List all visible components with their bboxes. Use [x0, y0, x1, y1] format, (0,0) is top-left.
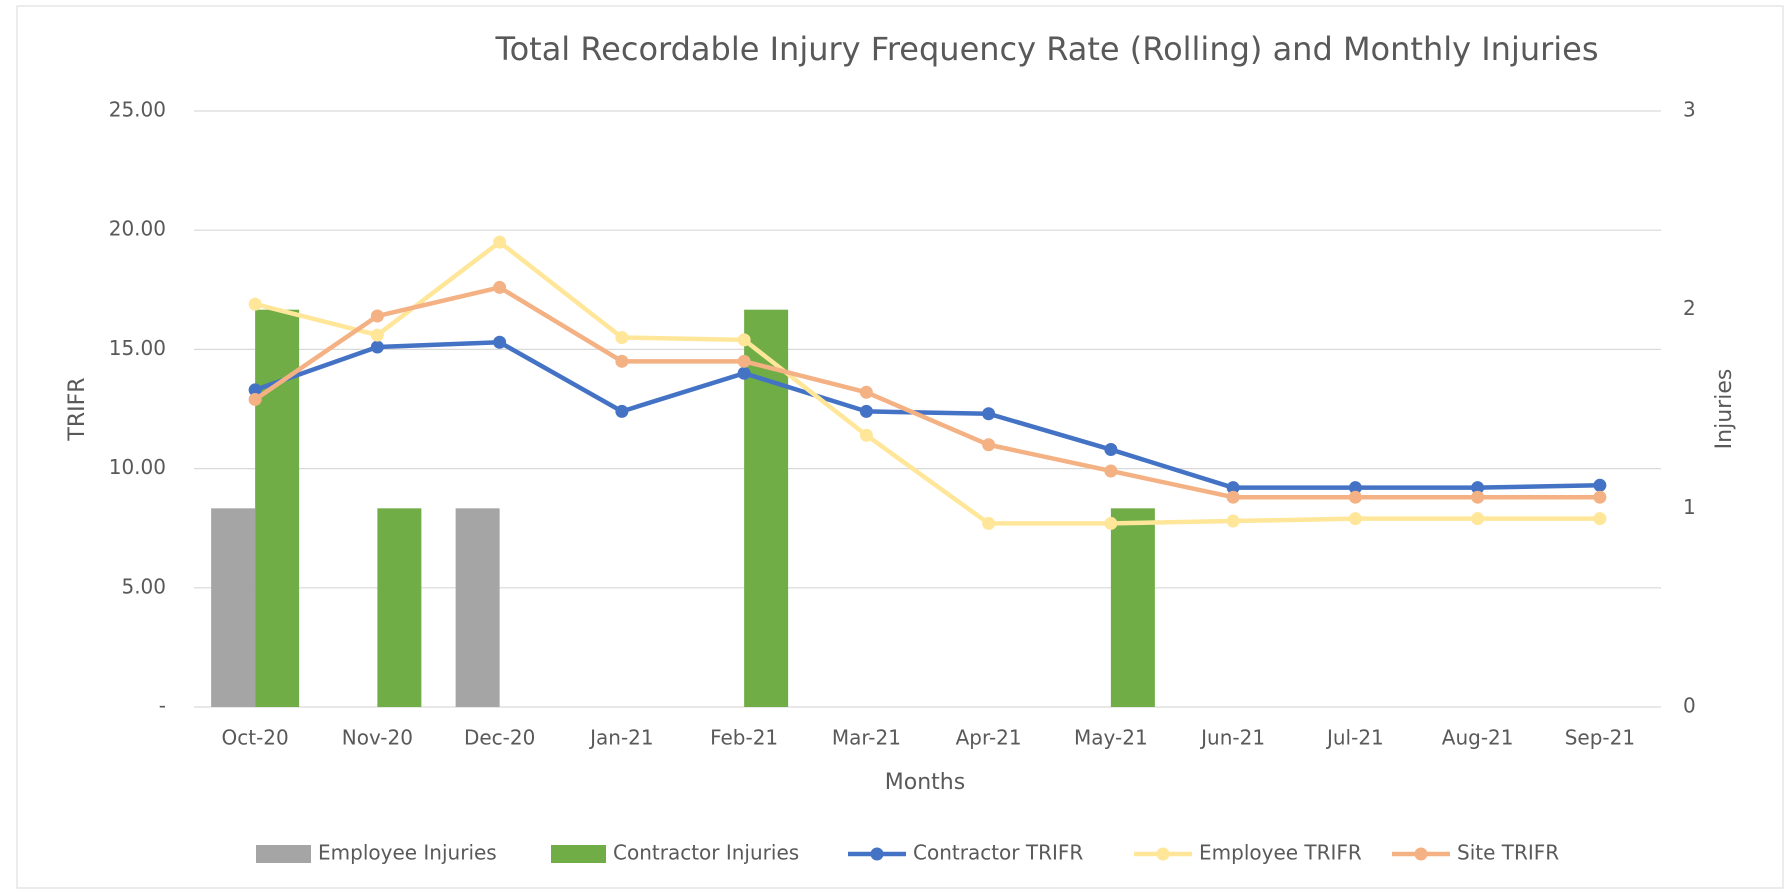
- y-tick-label: -: [159, 694, 166, 718]
- marker: [248, 297, 262, 311]
- marker: [1471, 512, 1485, 526]
- marker: [1104, 464, 1118, 478]
- y-axis-title: TRIFR: [65, 377, 90, 441]
- x-tick-label: Jul-21: [1325, 726, 1384, 750]
- marker: [1104, 516, 1118, 530]
- marker: [737, 354, 751, 368]
- y-tick-label: 20.00: [109, 217, 166, 241]
- marker: [1226, 514, 1240, 528]
- y2-tick-label: 2: [1683, 296, 1696, 320]
- bar: [211, 508, 256, 707]
- x-tick-label: May-21: [1074, 726, 1148, 750]
- marker: [982, 438, 996, 452]
- y-tick-label: 25.00: [109, 98, 166, 122]
- x-tick-label: Oct-20: [222, 726, 289, 750]
- chart-border: [16, 5, 1784, 889]
- x-tick-label: Jan-21: [588, 726, 654, 750]
- y2-tick-label: 1: [1683, 495, 1696, 519]
- marker: [1593, 512, 1607, 526]
- x-tick-label: Feb-21: [710, 726, 778, 750]
- legend-label: Contractor Injuries: [613, 841, 799, 865]
- line: [254, 339, 1600, 490]
- x-tick-label: Mar-21: [832, 726, 901, 750]
- legend-swatch: [256, 845, 311, 863]
- bar: [1110, 508, 1155, 707]
- marker: [370, 328, 384, 342]
- x-tick-label: Aug-21: [1442, 726, 1514, 750]
- legend-label: Employee TRIFR: [1199, 841, 1362, 865]
- marker: [982, 516, 996, 530]
- marker: [248, 392, 262, 406]
- marker: [859, 428, 873, 442]
- y-tick-label: 5.00: [121, 574, 166, 598]
- y2-tick-label: 0: [1683, 694, 1696, 718]
- marker: [370, 340, 384, 354]
- legend-swatch: [1156, 847, 1170, 861]
- marker: [1471, 481, 1485, 495]
- y-tick-label: 15.00: [109, 336, 166, 360]
- x-tick-label: Nov-20: [342, 726, 413, 750]
- bar: [377, 508, 422, 707]
- chart-title: Total Recordable Injury Frequency Rate (…: [494, 30, 1598, 68]
- marker: [859, 385, 873, 399]
- x-tick-label: Sep-21: [1565, 726, 1635, 750]
- marker: [737, 333, 751, 347]
- line: [253, 285, 1600, 500]
- line: [254, 239, 1600, 526]
- marker: [248, 383, 262, 397]
- marker: [859, 404, 873, 418]
- y2-tick-label: 3: [1683, 98, 1696, 122]
- marker: [1471, 490, 1485, 504]
- marker: [1348, 512, 1362, 526]
- x-tick-label: Jun-21: [1199, 726, 1265, 750]
- y2-axis-title: Injuries: [1712, 369, 1737, 450]
- y-tick-label: 10.00: [109, 455, 166, 479]
- legend-swatch: [551, 845, 606, 863]
- marker: [493, 335, 507, 349]
- x-tick-label: Apr-21: [956, 726, 1022, 750]
- marker: [1593, 478, 1607, 492]
- marker: [370, 309, 384, 323]
- x-axis-title: Months: [885, 770, 965, 795]
- legend-label: Site TRIFR: [1457, 841, 1559, 865]
- marker: [1104, 443, 1118, 457]
- marker: [1348, 490, 1362, 504]
- marker: [737, 366, 751, 380]
- marker: [1348, 481, 1362, 495]
- marker: [493, 235, 507, 249]
- marker: [493, 280, 507, 294]
- x-tick-label: Dec-20: [464, 726, 535, 750]
- marker: [615, 404, 629, 418]
- legend-swatch: [870, 847, 884, 861]
- legend-swatch: [1414, 847, 1428, 861]
- legend-label: Contractor TRIFR: [913, 841, 1083, 865]
- legend-label: Employee Injuries: [318, 841, 497, 865]
- bar: [455, 508, 500, 707]
- marker: [1593, 490, 1607, 504]
- bar: [255, 309, 300, 707]
- marker: [1226, 481, 1240, 495]
- marker: [1226, 490, 1240, 504]
- marker: [982, 407, 996, 421]
- marker: [615, 354, 629, 368]
- marker: [615, 330, 629, 344]
